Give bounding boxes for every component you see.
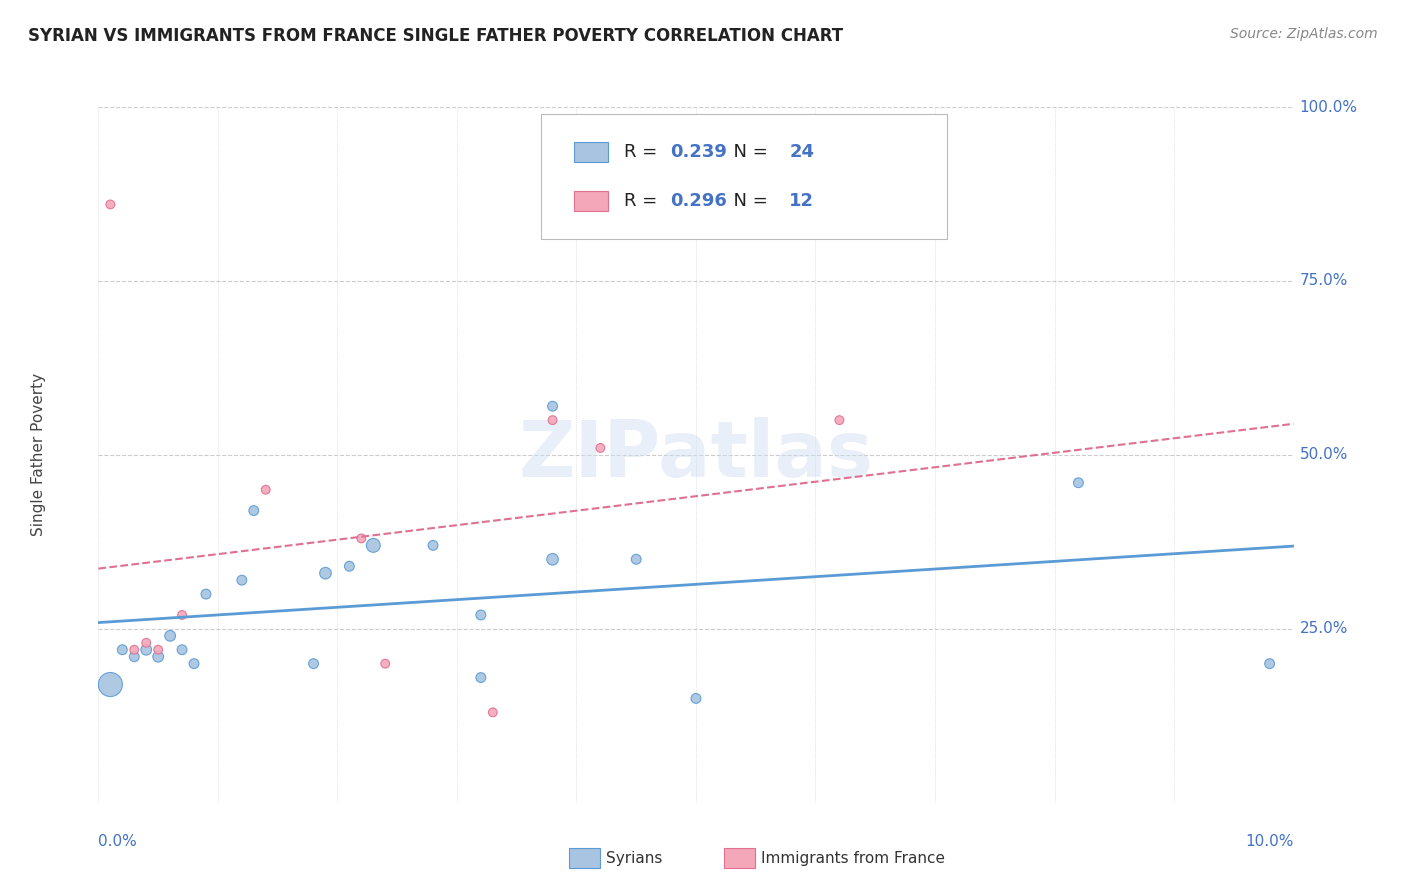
Point bbox=[589, 441, 612, 455]
Text: 100.0%: 100.0% bbox=[1299, 100, 1358, 114]
Text: SYRIAN VS IMMIGRANTS FROM FRANCE SINGLE FATHER POVERTY CORRELATION CHART: SYRIAN VS IMMIGRANTS FROM FRANCE SINGLE … bbox=[28, 27, 844, 45]
Text: 75.0%: 75.0% bbox=[1299, 274, 1348, 288]
Point bbox=[624, 552, 647, 566]
Text: Immigrants from France: Immigrants from France bbox=[761, 851, 945, 865]
Point bbox=[315, 566, 337, 581]
FancyBboxPatch shape bbox=[574, 192, 607, 211]
Text: Syrians: Syrians bbox=[606, 851, 662, 865]
Point bbox=[254, 483, 277, 497]
Text: 0.296: 0.296 bbox=[669, 192, 727, 211]
Point bbox=[172, 607, 194, 622]
Point bbox=[470, 671, 492, 685]
Point bbox=[350, 532, 373, 546]
Point bbox=[124, 649, 146, 664]
Point bbox=[302, 657, 325, 671]
Point bbox=[148, 642, 170, 657]
Point bbox=[98, 677, 122, 691]
Point bbox=[148, 649, 170, 664]
Text: Single Father Poverty: Single Father Poverty bbox=[31, 374, 46, 536]
FancyBboxPatch shape bbox=[574, 143, 607, 161]
Point bbox=[422, 538, 444, 552]
Point bbox=[183, 657, 205, 671]
Text: 0.0%: 0.0% bbox=[98, 834, 138, 849]
Point bbox=[1067, 475, 1090, 490]
Text: N =: N = bbox=[723, 192, 773, 211]
Text: 24: 24 bbox=[789, 143, 814, 161]
Text: 12: 12 bbox=[789, 192, 814, 211]
Point bbox=[231, 573, 253, 587]
Point bbox=[243, 503, 266, 517]
Point bbox=[481, 706, 505, 720]
Point bbox=[124, 642, 146, 657]
Text: 0.239: 0.239 bbox=[669, 143, 727, 161]
Point bbox=[159, 629, 181, 643]
Text: N =: N = bbox=[723, 143, 773, 161]
Text: 50.0%: 50.0% bbox=[1299, 448, 1348, 462]
Point bbox=[374, 657, 396, 671]
Point bbox=[828, 413, 851, 427]
Point bbox=[541, 413, 564, 427]
Point bbox=[135, 642, 157, 657]
Point bbox=[98, 197, 122, 211]
Point bbox=[135, 636, 157, 650]
Point bbox=[363, 538, 385, 552]
Point bbox=[339, 559, 360, 574]
Text: Source: ZipAtlas.com: Source: ZipAtlas.com bbox=[1230, 27, 1378, 41]
Text: ZIPatlas: ZIPatlas bbox=[519, 417, 873, 493]
Point bbox=[685, 691, 707, 706]
Point bbox=[541, 399, 564, 413]
Point bbox=[1258, 657, 1281, 671]
Text: 10.0%: 10.0% bbox=[1246, 834, 1294, 849]
Text: R =: R = bbox=[624, 192, 664, 211]
Point bbox=[172, 642, 194, 657]
Point bbox=[541, 552, 564, 566]
FancyBboxPatch shape bbox=[540, 114, 946, 239]
Text: 25.0%: 25.0% bbox=[1299, 622, 1348, 636]
Text: R =: R = bbox=[624, 143, 664, 161]
Point bbox=[111, 642, 134, 657]
Point bbox=[194, 587, 218, 601]
Point bbox=[470, 607, 492, 622]
